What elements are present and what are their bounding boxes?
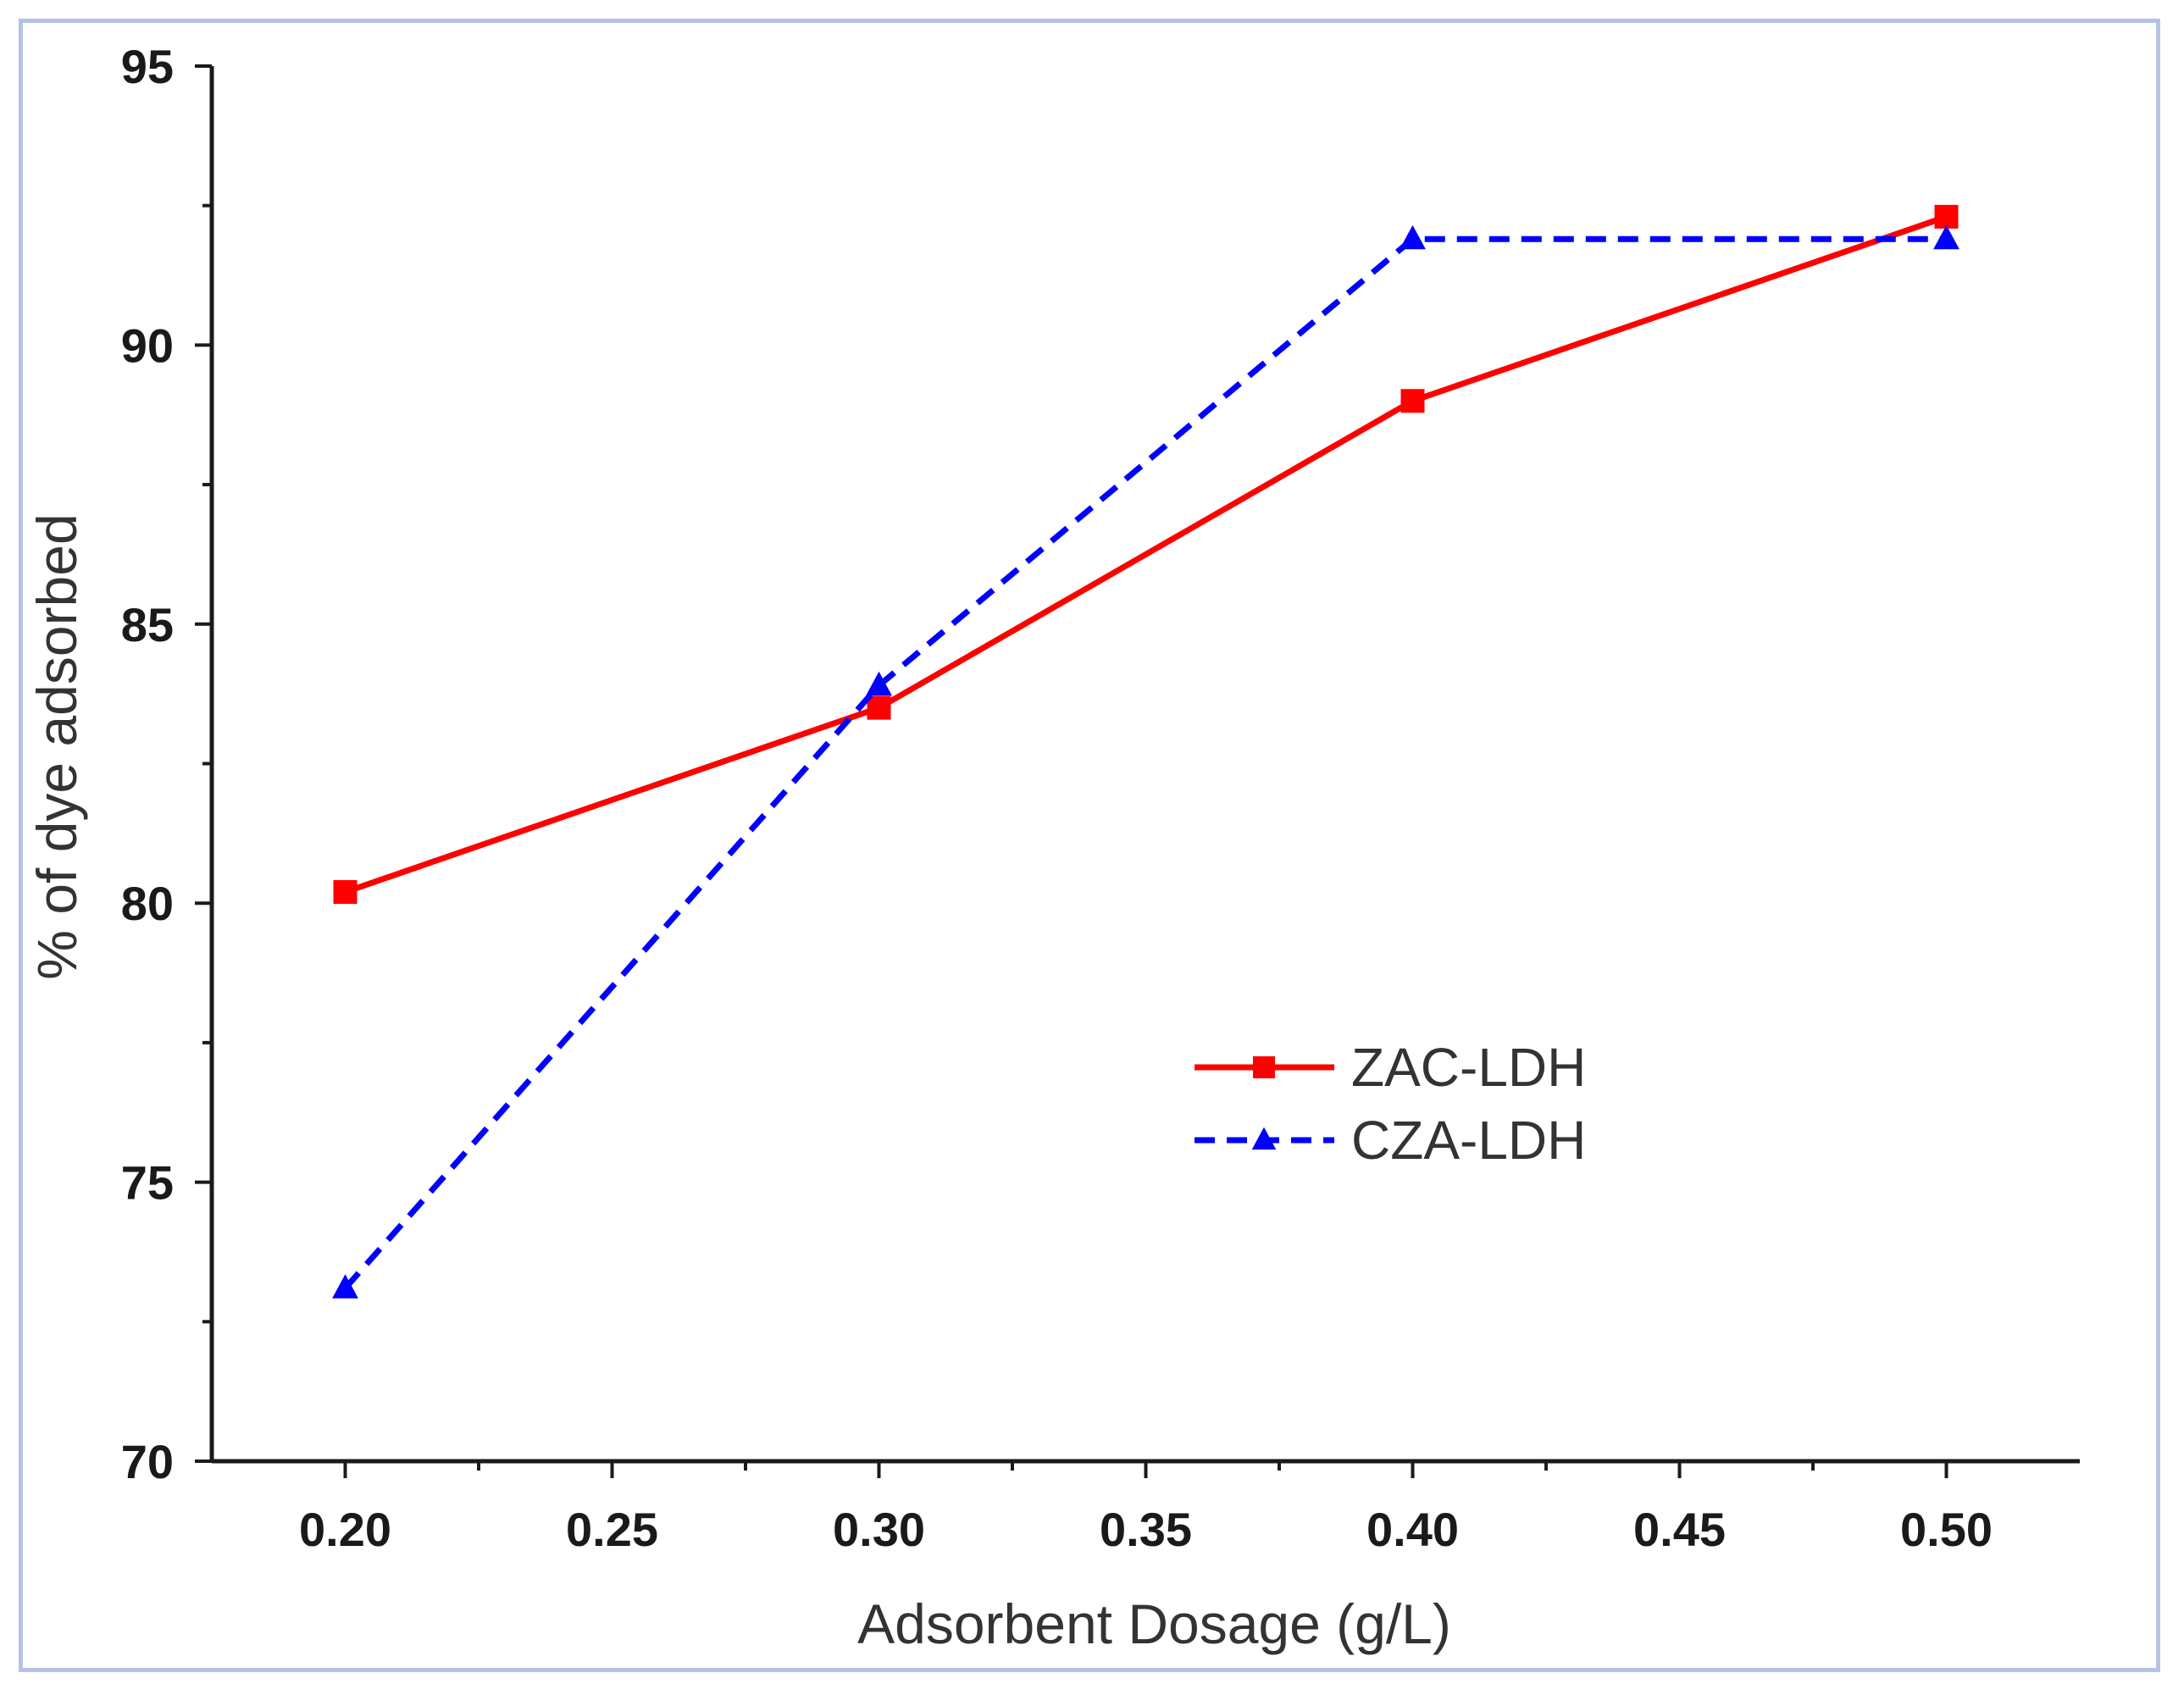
legend-label: ZAC-LDH [1351,1037,1586,1098]
legend-item: CZA-LDH [1195,1110,1586,1171]
data-point [1400,224,1426,250]
y-tick-label: 90 [121,319,174,372]
series-cza-ldh [332,224,1960,1299]
ticks: 0.20 0.25 0.30 0.35 0.40 0.45 0.50 70 75 80 85 90 95 [121,40,1993,1556]
legend-marker [1251,1127,1277,1150]
data-point [1933,224,1960,250]
legend-item: ZAC-LDH [1195,1037,1586,1098]
y-tick-label: 75 [121,1156,174,1210]
data-point [332,1274,358,1299]
series-zac-ldh [333,204,1959,905]
legend: ZAC-LDH CZA-LDH [1195,1037,1586,1171]
y-tick-label: 80 [121,877,174,930]
data-point [333,880,358,905]
x-tick-label: 0.25 [566,1503,658,1556]
x-tick-label: 0.35 [1100,1503,1192,1556]
x-tick-label: 0.40 [1366,1503,1459,1556]
x-axis-title: Adsorbent Dosage (g/L) [857,1593,1451,1655]
x-tick-label: 0.30 [833,1503,925,1556]
data-point [1400,389,1425,413]
y-tick-label: 95 [121,40,174,93]
legend-label: CZA-LDH [1351,1110,1586,1171]
series-layer [332,204,1960,1299]
data-point [866,671,892,696]
figure-frame [19,19,2160,1672]
y-axis-title: % of dye adsorbed [25,513,88,979]
x-tick-label: 0.20 [299,1503,391,1556]
series-line [342,235,1947,1291]
y-tick-label: 85 [121,598,174,651]
x-tick-label: 0.50 [1900,1503,1993,1556]
data-point [1934,204,1959,229]
legend-marker [1253,1056,1275,1078]
y-tick-label: 70 [121,1435,174,1488]
series-line [344,213,1948,895]
data-point [867,695,891,720]
axes [209,66,2080,1464]
x-tick-label: 0.45 [1633,1503,1726,1556]
